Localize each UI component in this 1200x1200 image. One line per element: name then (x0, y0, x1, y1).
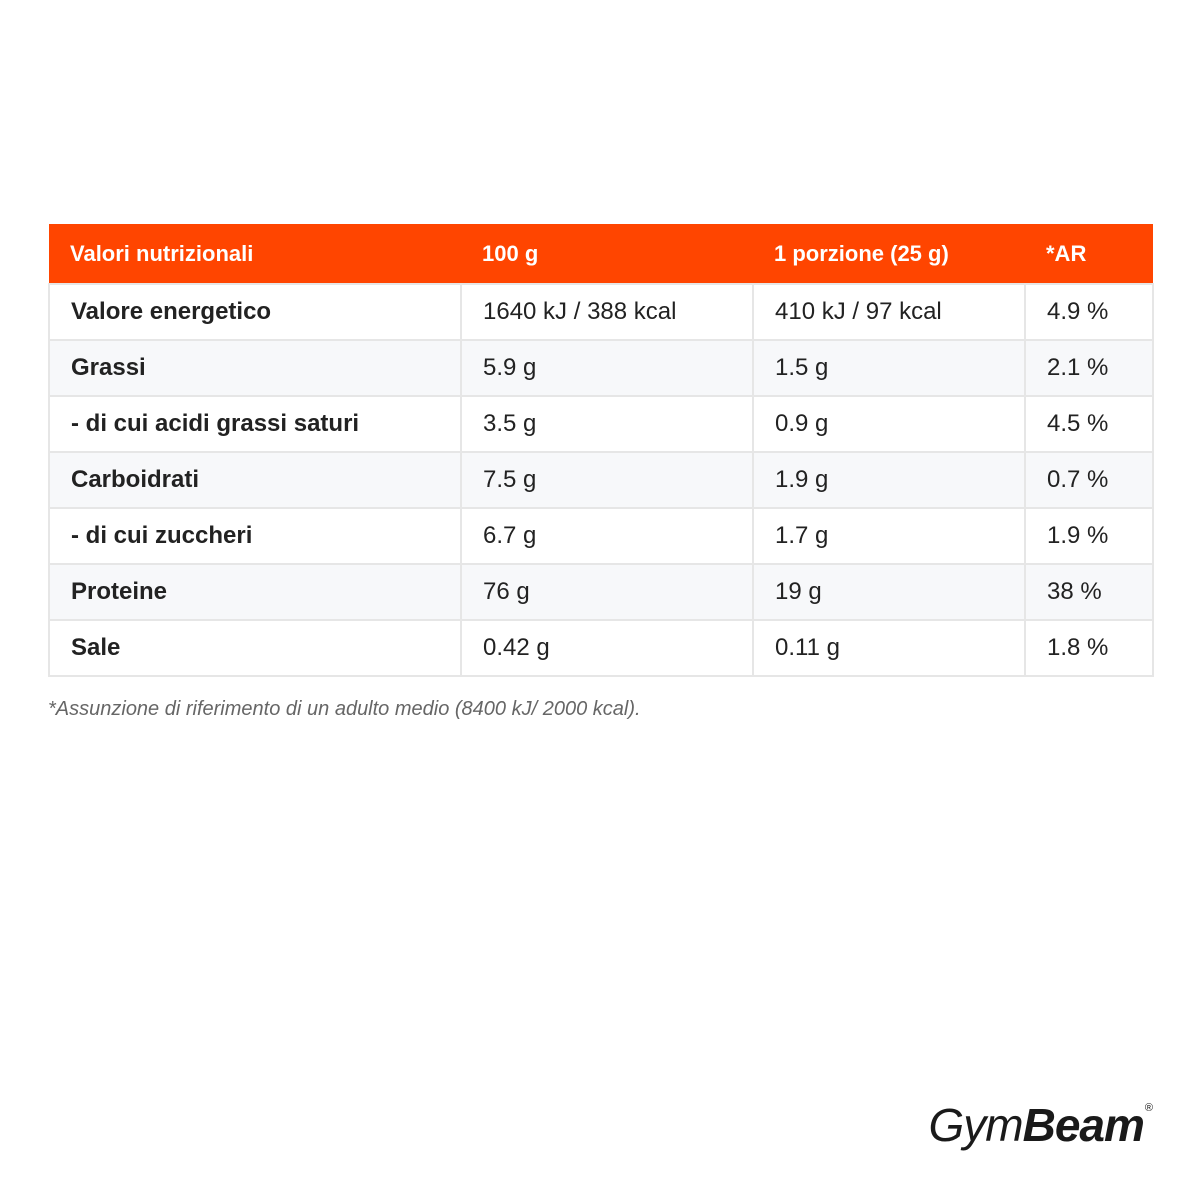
value-per-100g: 5.9 g (460, 339, 754, 397)
table-row: Carboidrati 7.5 g 1.9 g 0.7 % (48, 451, 1154, 509)
value-reference-intake: 38 % (1024, 563, 1154, 621)
table-body: Valore energetico 1640 kJ / 388 kcal 410… (48, 283, 1154, 677)
value-per-portion: 1.5 g (752, 339, 1026, 397)
nutrient-label: - di cui acidi grassi saturi (48, 395, 462, 453)
logo-text-bold: Beam (1022, 1099, 1145, 1151)
value-reference-intake: 2.1 % (1024, 339, 1154, 397)
value-reference-intake: 1.8 % (1024, 619, 1154, 677)
nutrient-label: Proteine (48, 563, 462, 621)
table-row: Grassi 5.9 g 1.5 g 2.1 % (48, 339, 1154, 397)
value-reference-intake: 0.7 % (1024, 451, 1154, 509)
table-row: - di cui acidi grassi saturi 3.5 g 0.9 g… (48, 395, 1154, 453)
value-per-portion: 1.7 g (752, 507, 1026, 565)
value-reference-intake: 4.5 % (1024, 395, 1154, 453)
value-per-portion: 410 kJ / 97 kcal (752, 283, 1026, 341)
value-reference-intake: 1.9 % (1024, 507, 1154, 565)
nutrient-label: Grassi (48, 339, 462, 397)
nutrient-label: Carboidrati (48, 451, 462, 509)
value-reference-intake: 4.9 % (1024, 283, 1154, 341)
header-per-100g: 100 g (461, 224, 753, 284)
table-row: Sale 0.42 g 0.11 g 1.8 % (48, 619, 1154, 677)
table-row: Proteine 76 g 19 g 38 % (48, 563, 1154, 621)
header-reference-intake: *AR (1025, 224, 1153, 284)
gymbeam-logo: GymBeam® (928, 1098, 1153, 1152)
header-nutrient: Valori nutrizionali (49, 224, 461, 284)
value-per-portion: 0.9 g (752, 395, 1026, 453)
value-per-100g: 76 g (460, 563, 754, 621)
value-per-portion: 19 g (752, 563, 1026, 621)
value-per-100g: 1640 kJ / 388 kcal (460, 283, 754, 341)
nutrient-label: Sale (48, 619, 462, 677)
table-header: Valori nutrizionali 100 g 1 porzione (25… (49, 224, 1153, 284)
nutrient-label: Valore energetico (48, 283, 462, 341)
value-per-100g: 0.42 g (460, 619, 754, 677)
value-per-portion: 1.9 g (752, 451, 1026, 509)
header-row: Valori nutrizionali 100 g 1 porzione (25… (49, 224, 1153, 284)
table-row: Valore energetico 1640 kJ / 388 kcal 410… (48, 283, 1154, 341)
registered-mark: ® (1144, 1102, 1153, 1114)
value-per-100g: 6.7 g (460, 507, 754, 565)
value-per-portion: 0.11 g (752, 619, 1026, 677)
logo-text-light: Gym (928, 1099, 1023, 1151)
value-per-100g: 3.5 g (460, 395, 754, 453)
value-per-100g: 7.5 g (460, 451, 754, 509)
nutrition-table: Valori nutrizionali 100 g 1 porzione (25… (48, 224, 1154, 677)
header-per-portion: 1 porzione (25 g) (753, 224, 1025, 284)
table-row: - di cui zuccheri 6.7 g 1.7 g 1.9 % (48, 507, 1154, 565)
nutrient-label: - di cui zuccheri (48, 507, 462, 565)
reference-intake-footnote: *Assunzione di riferimento di un adulto … (48, 698, 641, 720)
